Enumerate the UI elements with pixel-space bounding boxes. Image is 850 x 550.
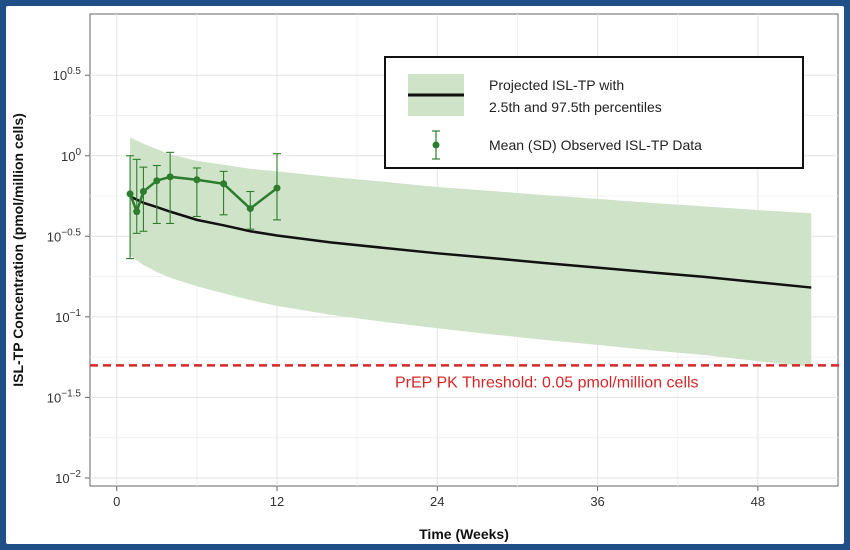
percentile-band (130, 137, 812, 367)
legend-band-label-1: Projected ISL-TP with (489, 77, 624, 93)
y-tick-label: 10−1.5 (47, 388, 82, 405)
x-axis-title: Time (Weeks) (419, 526, 509, 542)
x-tick-label: 24 (430, 494, 444, 509)
observed-mean-point (273, 184, 281, 192)
observed-data-layer (126, 151, 281, 260)
y-tick-label: 100 (61, 147, 81, 164)
y-tick-label: 10−0.5 (47, 227, 82, 244)
legend-band-label-2: 2.5th and 97.5th percentiles (489, 99, 662, 115)
observed-mean-point (220, 180, 228, 188)
y-tick-label: 10−2 (55, 469, 81, 486)
threshold-label: PrEP PK Threshold: 0.05 pmol/million cel… (395, 374, 699, 391)
observed-mean-point (153, 177, 161, 185)
y-axis-title: ISL-TP Concentration (pmol/million cells… (10, 113, 26, 387)
x-axis-ticks: 0 12 24 36 48 (113, 486, 765, 509)
y-axis-ticks: 100.5 100 10−0.5 10−1 10−1.5 10−2 (47, 66, 90, 486)
x-tick-label: 12 (270, 494, 284, 509)
observed-mean-point (246, 205, 254, 213)
percentile-band-layer (130, 137, 812, 367)
observed-mean-point (133, 208, 141, 216)
observed-mean-point (126, 190, 134, 198)
median-line (129, 195, 812, 289)
observed-mean-point (166, 173, 174, 181)
x-tick-label: 0 (113, 494, 120, 509)
x-tick-label: 36 (590, 494, 604, 509)
y-tick-label: 100.5 (53, 66, 82, 83)
legend-point-swatch (432, 141, 440, 149)
legend: Projected ISL-TP with 2.5th and 97.5th p… (384, 56, 804, 169)
observed-mean-point (193, 176, 201, 184)
chart: PrEP PK Threshold: 0.05 pmol/million cel… (10, 13, 844, 542)
threshold-layer: PrEP PK Threshold: 0.05 pmol/million cel… (90, 364, 844, 391)
legend-points-label: Mean (SD) Observed ISL-TP Data (489, 137, 702, 153)
observed-mean-point (139, 187, 147, 195)
y-tick-label: 10−1 (55, 308, 81, 325)
median-line-layer (129, 195, 812, 289)
chart-frame: PrEP PK Threshold: 0.05 pmol/million cel… (6, 6, 844, 544)
x-tick-label: 48 (751, 494, 765, 509)
